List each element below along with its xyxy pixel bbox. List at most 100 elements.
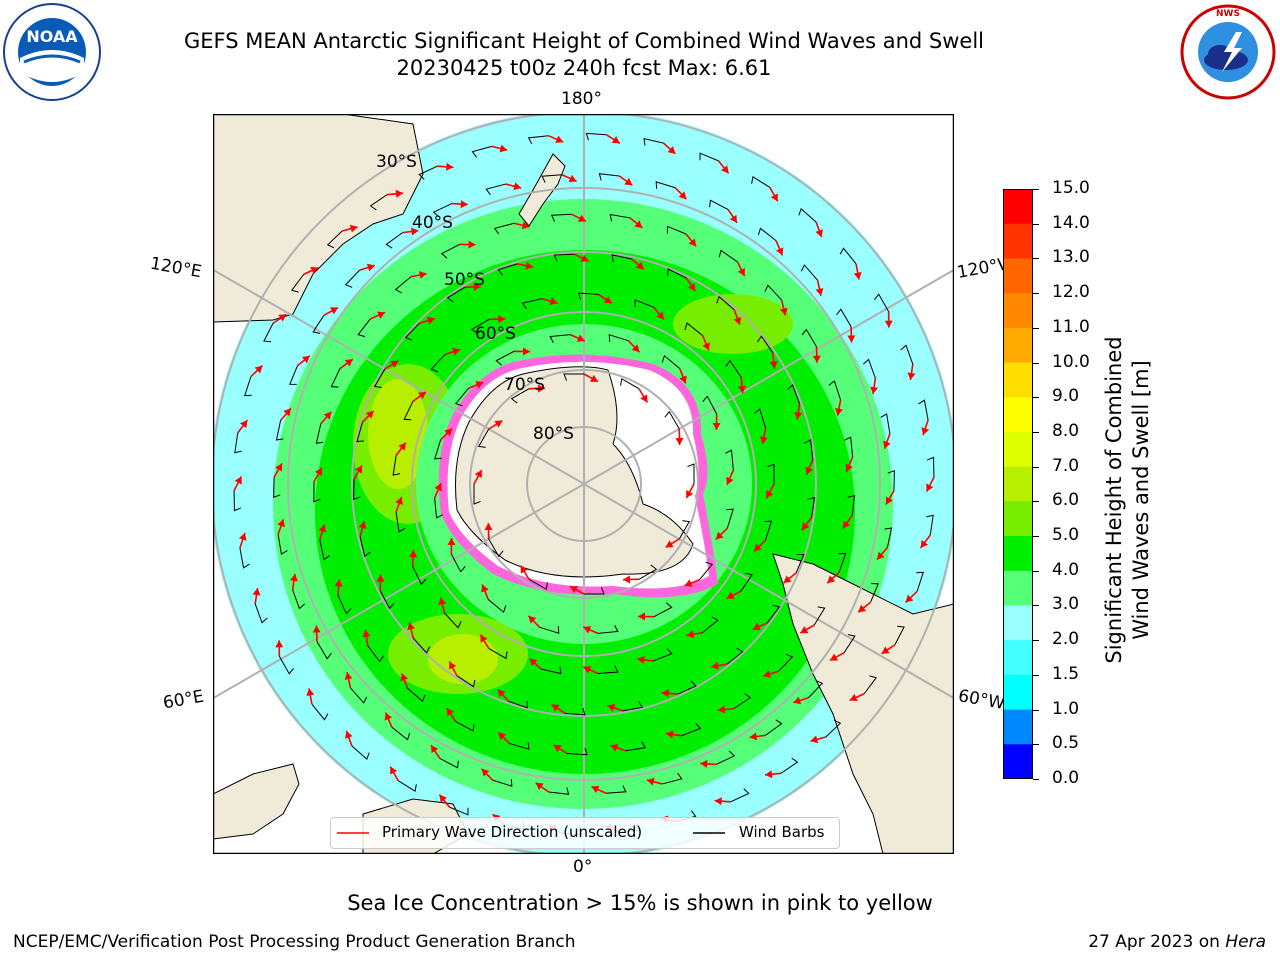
colorbar-tick bbox=[1033, 327, 1039, 329]
colorbar-tick bbox=[1033, 431, 1039, 433]
wave-arrow-head bbox=[301, 355, 310, 364]
wind-barb bbox=[539, 626, 560, 634]
wave-arrow-head bbox=[729, 214, 738, 223]
wind-barb bbox=[808, 680, 824, 699]
wind-barb bbox=[801, 328, 817, 347]
wave-arrow-head bbox=[330, 307, 339, 315]
wind-barb bbox=[715, 750, 736, 765]
colorbar-tick bbox=[1033, 293, 1039, 295]
wave-arrow-head bbox=[815, 288, 824, 296]
wave-arrow-head bbox=[427, 316, 435, 325]
wave-arrow-head bbox=[318, 524, 327, 533]
wind-barb bbox=[662, 772, 683, 785]
wave-arrow-head bbox=[362, 629, 371, 638]
wind-barb bbox=[344, 269, 360, 288]
wind-barb bbox=[757, 227, 777, 242]
wave-arrow-head bbox=[853, 272, 862, 280]
wind-barb bbox=[492, 779, 513, 787]
wave-arrow-head bbox=[438, 597, 447, 606]
wave-arrow-head bbox=[411, 227, 419, 236]
wind-barb bbox=[488, 538, 504, 558]
wave-arrow-head bbox=[881, 646, 890, 654]
wave-arrow-head bbox=[377, 311, 386, 319]
wind-barb bbox=[767, 463, 775, 485]
wind-barb bbox=[385, 232, 403, 249]
wave-arrow-head bbox=[323, 411, 332, 420]
wave-arrow-head bbox=[521, 221, 530, 230]
wave-arrow-head bbox=[234, 476, 242, 485]
wave-arrow-head bbox=[759, 436, 768, 444]
wave-arrow-head bbox=[252, 588, 261, 596]
wind-barb bbox=[730, 788, 750, 803]
wave-arrow-head bbox=[753, 543, 762, 552]
wave-arrow-head bbox=[358, 521, 367, 530]
wave-arrow-head bbox=[688, 283, 696, 292]
wind-barb bbox=[528, 578, 548, 591]
wind-barb bbox=[608, 334, 629, 342]
wave-arrow-head bbox=[384, 712, 393, 721]
wave-arrow-head bbox=[398, 442, 406, 451]
wind-barb bbox=[541, 174, 563, 183]
wind-barb bbox=[397, 780, 417, 792]
wind-barb bbox=[278, 656, 295, 675]
map-canvas bbox=[212, 113, 955, 855]
colorbar-tick-label: 7.0 bbox=[1052, 455, 1080, 476]
colorbar-segment bbox=[1003, 501, 1033, 537]
wave-arrow-head bbox=[686, 489, 694, 499]
wind-barb bbox=[605, 785, 627, 794]
wave-arrow-head bbox=[434, 483, 442, 492]
lon-label-120e: 120°E bbox=[148, 253, 204, 283]
colorbar-tick-label: 10.0 bbox=[1052, 351, 1090, 372]
wave-arrow-head bbox=[749, 732, 757, 741]
wave-arrow-head bbox=[607, 704, 616, 712]
wave-arrow-head bbox=[726, 591, 735, 599]
wave-arrow-head bbox=[640, 394, 648, 403]
wave-arrow-head bbox=[409, 550, 418, 558]
wave-arrow-head bbox=[475, 381, 484, 389]
wind-barb bbox=[313, 481, 321, 503]
wind-barb bbox=[652, 648, 673, 662]
colorbar-title-line1: Significant Height of Combined bbox=[1102, 336, 1126, 664]
wind-barb bbox=[527, 135, 549, 145]
colorbar bbox=[1003, 189, 1033, 780]
colorbar-segment bbox=[1003, 327, 1033, 364]
wind-barb bbox=[493, 222, 515, 235]
wave-arrow-head bbox=[355, 465, 363, 474]
wind-barb bbox=[585, 132, 607, 141]
wind-barb bbox=[684, 322, 704, 337]
wave-arrow-head bbox=[494, 420, 503, 428]
wave-arrow-head bbox=[497, 689, 506, 698]
wind-barb bbox=[564, 708, 586, 716]
colorbar-segment bbox=[1003, 709, 1033, 745]
wind-barb bbox=[553, 253, 575, 262]
wave-arrow-head bbox=[439, 794, 447, 803]
colorbar-tick-label: 5.0 bbox=[1052, 525, 1080, 546]
chart-subtitle: 20230425 t00z 240h fcst Max: 6.61 bbox=[396, 56, 772, 80]
wind-barb bbox=[726, 508, 734, 529]
wave-arrow-head bbox=[829, 653, 838, 661]
wave-arrow-head bbox=[334, 579, 343, 587]
wind-barb bbox=[655, 181, 676, 189]
wind-barb bbox=[916, 571, 924, 592]
wind-barb bbox=[290, 273, 305, 293]
wind-barb bbox=[439, 758, 459, 769]
wave-arrow-head bbox=[870, 386, 879, 395]
colorbar-segment bbox=[1003, 258, 1033, 294]
colorbar-tick bbox=[1033, 258, 1039, 260]
wind-barb bbox=[839, 247, 857, 265]
wave-arrow-head bbox=[656, 311, 664, 320]
wave-arrow-head bbox=[390, 360, 399, 368]
wave-arrow-head bbox=[678, 191, 687, 200]
wave-arrow-head bbox=[623, 575, 631, 584]
wind-barb bbox=[395, 511, 406, 533]
footer-date: 27 Apr 2023 on Hera bbox=[1088, 932, 1266, 952]
colorbar-tick-label: 0.5 bbox=[1052, 733, 1080, 754]
wind-barb bbox=[311, 703, 329, 721]
wind-barb bbox=[653, 602, 673, 618]
wind-barb bbox=[292, 589, 305, 610]
wind-barb bbox=[813, 606, 826, 626]
wave-arrow-head bbox=[624, 177, 633, 186]
colorbar-bar bbox=[1003, 189, 1033, 780]
wind-barb bbox=[277, 534, 288, 555]
wind-barb bbox=[699, 152, 719, 162]
